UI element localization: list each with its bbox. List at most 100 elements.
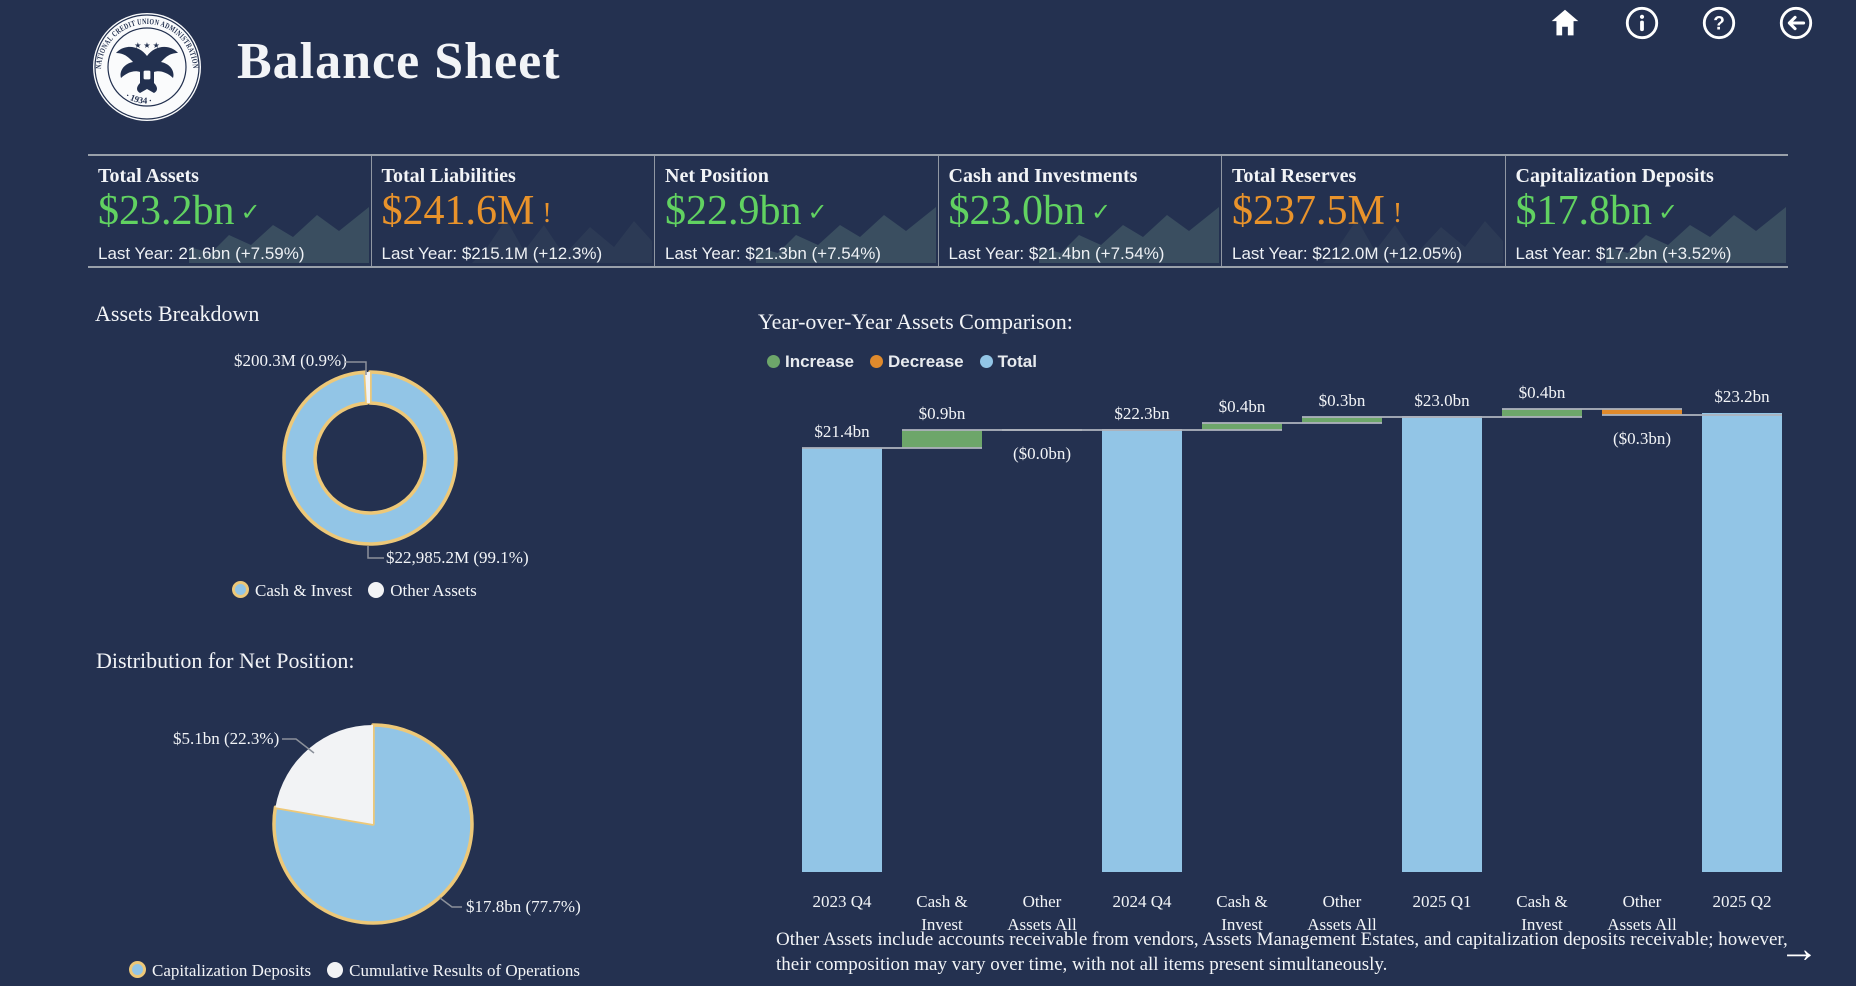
kpi-card-total-liabilities[interactable]: Total Liabilities $241.6M! Last Year: $215…	[370, 156, 655, 266]
legend-item-increase[interactable]: Increase	[767, 352, 854, 372]
kpi-value: $241.6M!	[382, 188, 655, 237]
kpi-last-year: Last Year: 21.6bn (+7.59%)	[98, 244, 305, 263]
kpi-title: Cash and Investments	[948, 165, 1138, 187]
waterfall-x-label: 2024 Q4	[1112, 892, 1172, 911]
legend-item-total[interactable]: Total	[979, 352, 1037, 372]
kpi-title: Total Assets	[98, 165, 199, 187]
logo-shield	[142, 69, 152, 81]
waterfall-value-label: ($0.3bn)	[1612, 428, 1672, 448]
home-icon[interactable]	[1546, 4, 1584, 42]
kpi-last-year: Last Year: $212.0M (+12.05%)	[1232, 244, 1463, 263]
legend-item-cumulative-results[interactable]: Cumulative Results of Operations	[327, 961, 580, 981]
legend-item-cash-invest[interactable]: Cash & Invest	[232, 581, 352, 601]
legend-item-other-assets[interactable]: Other Assets	[368, 581, 477, 601]
legend-item-capitalization-deposits[interactable]: Capitalization Deposits	[129, 961, 311, 981]
help-icon[interactable]: ?	[1700, 4, 1738, 42]
kpi-status-icon: ✓	[807, 200, 828, 226]
waterfall-bar-increase-cash-invest[interactable]	[1502, 408, 1582, 417]
kpi-value-text: $241.6M	[381, 188, 535, 234]
waterfall-bar-total-2024-q4[interactable]	[1102, 430, 1182, 872]
kpi-card-capitalization-deposits[interactable]: Capitalization Deposits $17.8bn ✓ Last Year…	[1504, 156, 1789, 266]
legend-label: Total	[997, 352, 1037, 371]
assets-breakdown-legend: Cash & Invest Other Assets	[232, 581, 477, 601]
info-icon[interactable]	[1623, 4, 1661, 42]
kpi-title: Capitalization Deposits	[1515, 165, 1714, 187]
kpi-last-year: Last Year: $21.4bn (+7.54%)	[948, 244, 1165, 263]
kpi-status-icon: ✓	[240, 200, 261, 226]
waterfall-value-label: $23.0bn	[1414, 390, 1470, 410]
waterfall-value-label: $23.2bn	[1714, 386, 1770, 406]
back-icon[interactable]	[1777, 4, 1815, 42]
kpi-status-icon: ✓	[1091, 200, 1112, 226]
legend-swatch-capitalization-deposits	[129, 961, 146, 978]
footnote-line-1: Other Assets include accounts receivable…	[776, 929, 1788, 950]
kpi-value: $17.8bn ✓	[1516, 188, 1789, 236]
pie-small-slice-label: $5.1bn (22.3%)	[173, 729, 280, 748]
slice-other-assets[interactable]	[365, 372, 370, 404]
legend-label: Decrease	[888, 352, 964, 371]
assets-breakdown-donut	[282, 370, 458, 546]
kpi-value: $23.2bn ✓	[98, 188, 371, 236]
kpi-last-year: Last Year: $17.2bn (+3.52%)	[1515, 244, 1732, 263]
waterfall-bar-increase-cash-invest[interactable]	[1202, 422, 1282, 431]
kpi-card-cash-and-investments[interactable]: Cash and Investments $23.0bn ✓ Last Year: $…	[937, 156, 1222, 266]
kpi-sparkline	[1039, 207, 1219, 263]
kpi-value-text: $237.5M	[1232, 188, 1385, 234]
kpi-value-text: $23.2bn	[98, 188, 235, 234]
legend-swatch-total	[979, 355, 993, 368]
kpi-card-total-assets[interactable]: Total Assets $23.2bn ✓ Last Year: 21.6bn (+…	[88, 156, 371, 266]
kpi-value: $23.0bn ✓	[949, 188, 1222, 236]
kpi-status-icon: !	[1392, 198, 1403, 229]
slice-cash-invest[interactable]	[282, 370, 458, 546]
kpi-sparkline	[472, 219, 652, 263]
kpi-value-text: $17.8bn	[1515, 188, 1653, 234]
waterfall-legend: Increase Decrease Total	[767, 352, 1037, 372]
legend-label: Cumulative Results of Operations	[349, 961, 580, 980]
waterfall-title: Year-over-Year Assets Comparison:	[758, 309, 1073, 334]
waterfall-x-label: 2025 Q2	[1712, 892, 1772, 911]
legend-swatch-cumulative-results	[327, 962, 344, 978]
legend-item-decrease[interactable]: Decrease	[870, 352, 964, 372]
kpi-value-text: $23.0bn	[948, 188, 1086, 234]
donut-small-slice-label: $200.3M (0.9%)	[234, 351, 347, 370]
kpi-title: Total Reserves	[1232, 165, 1357, 187]
kpi-title: Net Position	[665, 165, 769, 187]
kpi-last-year: Last Year: $215.1M (+12.3%)	[381, 244, 603, 263]
assets-breakdown-title: Assets Breakdown	[95, 301, 260, 326]
waterfall-bar-increase-other-assets-all[interactable]	[1302, 416, 1382, 423]
kpi-sparkline	[755, 207, 936, 263]
kpi-title: Total Liabilities	[381, 165, 516, 187]
kpi-status-icon: ✓	[1658, 200, 1679, 226]
slice-cumulative-results-of-operations[interactable]	[275, 725, 373, 824]
svg-text:?: ?	[1713, 14, 1725, 35]
waterfall-bar-total-2025-q1[interactable]	[1402, 416, 1482, 872]
slice-capitalization-deposits[interactable]	[272, 723, 474, 925]
legend-swatch-other-assets	[368, 582, 385, 598]
footnote: Other Assets include accounts receivable…	[776, 927, 1788, 977]
footnote-line-2: their composition may vary over time, wi…	[776, 954, 1388, 975]
legend-swatch-cash-invest	[232, 581, 249, 598]
nav-icon-group: ?	[1546, 4, 1815, 42]
kpi-card-total-reserves[interactable]: Total Reserves $237.5M! Last Year: $212.0M…	[1221, 156, 1505, 266]
kpi-band: Total Assets $23.2bn ✓ Last Year: 21.6bn (+…	[88, 154, 1788, 268]
waterfall-bar-decrease-other-assets-all[interactable]	[1602, 408, 1682, 415]
waterfall-bar-total-2025-q2[interactable]	[1702, 412, 1782, 872]
waterfall-value-label: $0.4bn	[1518, 382, 1566, 402]
waterfall-value-label: ($0.0bn)	[1012, 444, 1072, 464]
legend-label: Other Assets	[390, 581, 477, 600]
kpi-value: $22.9bn ✓	[665, 188, 938, 236]
waterfall-bar-increase-cash-invest[interactable]	[902, 430, 982, 449]
waterfall-value-label: $0.3bn	[1318, 390, 1366, 410]
kpi-value-text: $22.9bn	[665, 188, 802, 234]
kpi-sparkline	[1606, 207, 1786, 263]
ncua-logo: NATIONAL CREDIT UNION ADMINISTRATION · 1…	[93, 13, 201, 121]
kpi-last-year: Last Year: $21.3bn (+7.54%)	[665, 244, 881, 263]
waterfall-value-label: $22.3bn	[1114, 404, 1170, 424]
next-page-arrow[interactable]: →	[1779, 927, 1819, 971]
waterfall-value-label: $21.4bn	[814, 422, 870, 442]
waterfall-value-label: $0.9bn	[918, 404, 966, 424]
page-title: Balance Sheet	[237, 33, 561, 90]
waterfall-bar-total-2023-q4[interactable]	[802, 448, 882, 872]
kpi-card-net-position[interactable]: Net Position $22.9bn ✓ Last Year: $21.3bn (…	[654, 156, 938, 266]
